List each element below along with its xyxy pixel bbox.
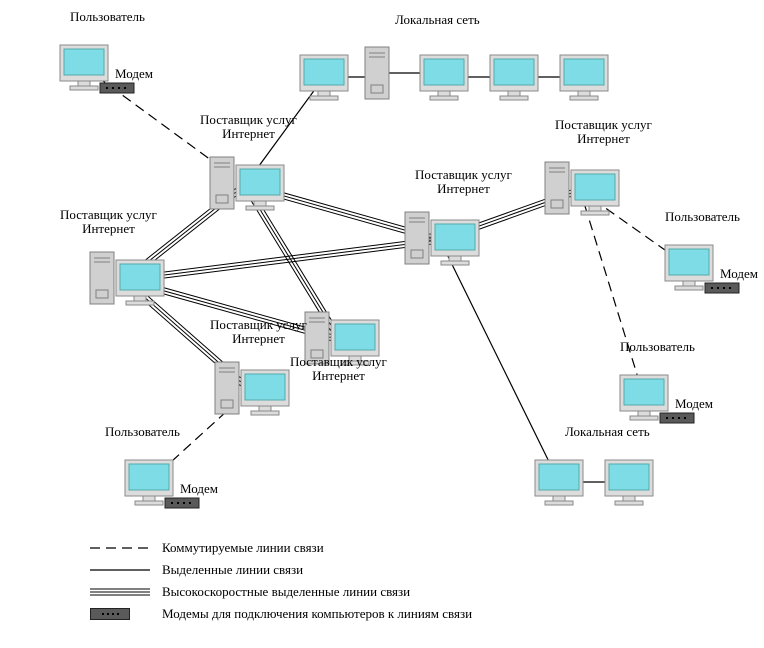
legend-icon-triple (90, 585, 150, 599)
node-label: Поставщик услугИнтернет (210, 318, 307, 347)
legend-text: Коммутируемые линии связи (162, 540, 324, 556)
legend-row-solid: Выделенные линии связи (90, 562, 472, 578)
node-label: Пользователь (665, 210, 740, 224)
node-label: Поставщик услугИнтернет (555, 118, 652, 147)
legend-row-dashed: Коммутируемые линии связи (90, 540, 472, 556)
node-lan1d (560, 55, 608, 100)
legend: Коммутируемые линии связи Выделенные лин… (90, 540, 472, 628)
node-label: Поставщик услугИнтернет (60, 208, 157, 237)
node-label: Пользователь (70, 10, 145, 24)
node-lan1a (300, 55, 348, 100)
legend-icon-solid (90, 563, 150, 577)
node-label: Поставщик услугИнтернет (415, 168, 512, 197)
node-label: Пользователь (105, 425, 180, 439)
legend-text: Модемы для подключения компьютеров к лин… (162, 606, 472, 622)
legend-icon-modem (90, 607, 150, 621)
node-lan1t (365, 47, 389, 99)
node-label: Локальная сеть (565, 425, 650, 439)
node-isp1 (210, 157, 284, 210)
legend-icon-dashed (90, 541, 150, 555)
node-label: Пользователь (620, 340, 695, 354)
modem-label: Модем (180, 482, 218, 496)
node-isp4 (90, 252, 164, 305)
modem-label: Модем (115, 67, 153, 81)
node-lan2a (535, 460, 583, 505)
node-label: Поставщик услугИнтернет (200, 113, 297, 142)
node-lan1c (490, 55, 538, 100)
legend-text: Высокоскоростные выделенные линии связи (162, 584, 410, 600)
legend-row-triple: Высокоскоростные выделенные линии связи (90, 584, 472, 600)
modem-label: Модем (675, 397, 713, 411)
node-lan1b (420, 55, 468, 100)
legend-row-modem: Модемы для подключения компьютеров к лин… (90, 606, 472, 622)
node-isp3 (545, 162, 619, 215)
node-label: Локальная сеть (395, 13, 480, 27)
node-lan2b (605, 460, 653, 505)
node-label: Поставщик услугИнтернет (290, 355, 387, 384)
node-isp5 (215, 362, 289, 415)
node-isp2 (405, 212, 479, 265)
modem-label: Модем (720, 267, 758, 281)
legend-text: Выделенные линии связи (162, 562, 303, 578)
